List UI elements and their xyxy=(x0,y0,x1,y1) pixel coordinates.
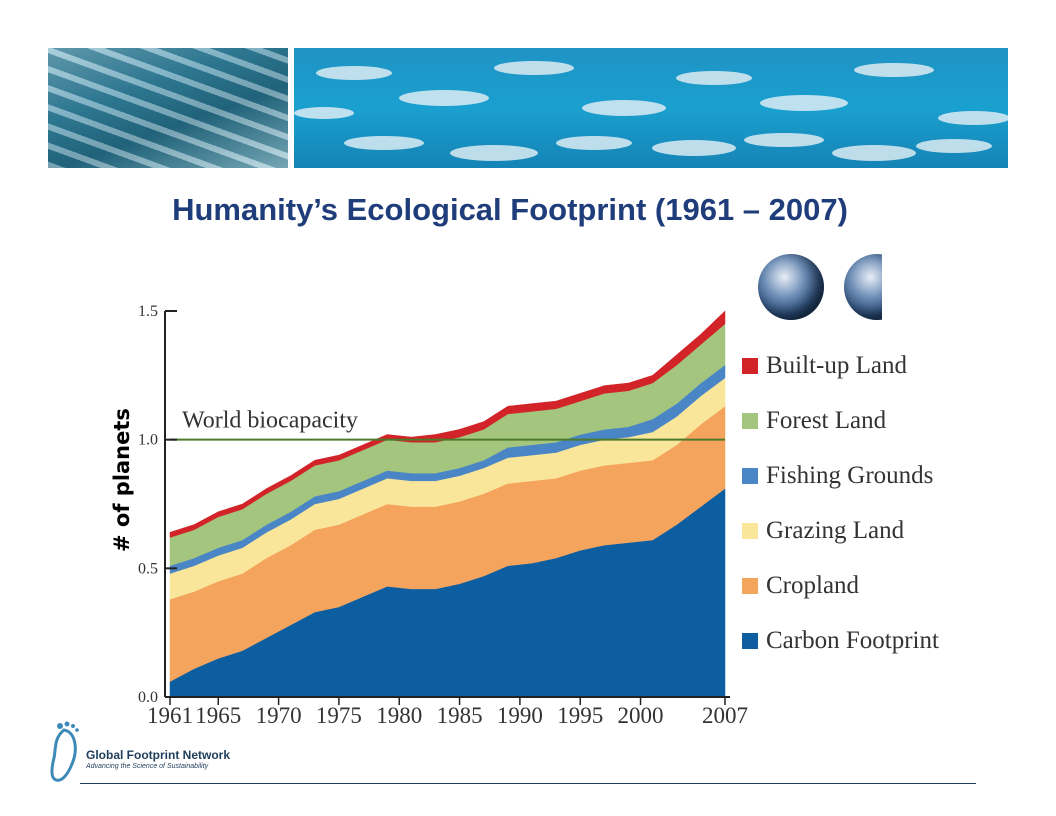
gfn-logo: Global Footprint Network Advancing the S… xyxy=(40,720,240,786)
chart-axes: World biocapacity 0.0 0.5 1.0 1.5 1961 1965 197… xyxy=(138,303,748,728)
globes xyxy=(758,254,882,324)
x-tick-label: 1965 xyxy=(195,703,241,728)
legend-item: Carbon Footprint xyxy=(742,613,939,668)
legend-label: Grazing Land xyxy=(766,516,905,544)
legend-swatch xyxy=(742,632,758,649)
y-tick-label: 0.0 xyxy=(138,689,158,706)
fish-school-photo xyxy=(294,48,1008,168)
legend-swatch xyxy=(742,577,758,594)
legend-swatch xyxy=(742,522,758,539)
x-tick-label: 2007 xyxy=(702,703,748,728)
footer-divider xyxy=(80,783,976,784)
earth-globe-1 xyxy=(758,254,824,320)
chart-areas xyxy=(169,310,726,698)
legend-label: Fishing Grounds xyxy=(766,461,934,489)
chart-legend: Built-up Land Forest Land Fishing Grounds G… xyxy=(742,338,939,668)
x-tick-label: 1990 xyxy=(497,703,543,728)
footprint-logo-icon xyxy=(50,721,79,782)
y-tick-label: 1.5 xyxy=(138,303,158,320)
legend-label: Built-up Land xyxy=(766,351,907,379)
legend-label: Cropland xyxy=(766,571,860,599)
logo-tagline: Advancing the Science of Sustainability xyxy=(86,763,209,770)
legend-label: Forest Land xyxy=(766,406,887,434)
x-tick-label: 2000 xyxy=(618,703,664,728)
x-tick-label: 1961 xyxy=(147,703,193,728)
legend-item: Cropland xyxy=(742,558,939,613)
x-tick-label: 1980 xyxy=(376,703,422,728)
legend-item: Forest Land xyxy=(742,393,939,448)
legend-item: Fishing Grounds xyxy=(742,448,939,503)
y-tick-label: 0.5 xyxy=(138,560,158,577)
header-banner xyxy=(48,48,1008,168)
legend-swatch xyxy=(742,467,758,484)
legend-swatch xyxy=(742,357,758,374)
x-tick-label: 1985 xyxy=(437,703,483,728)
biocapacity-label: World biocapacity xyxy=(182,408,358,434)
legend-label: Carbon Footprint xyxy=(766,626,939,654)
boats-photo xyxy=(48,48,288,168)
x-tick-label: 1995 xyxy=(557,703,603,728)
slide-title: Humanity’s Ecological Footprint (1961 – … xyxy=(172,192,848,227)
legend-item: Grazing Land xyxy=(742,503,939,558)
legend-swatch xyxy=(742,412,758,429)
logo-name: Global Footprint Network xyxy=(86,748,230,762)
legend-item: Built-up Land xyxy=(742,338,939,393)
area-built-up-land xyxy=(169,310,726,538)
x-tick-label: 1975 xyxy=(316,703,362,728)
y-tick-label: 1.0 xyxy=(138,432,158,449)
x-tick-label: 1970 xyxy=(256,703,302,728)
